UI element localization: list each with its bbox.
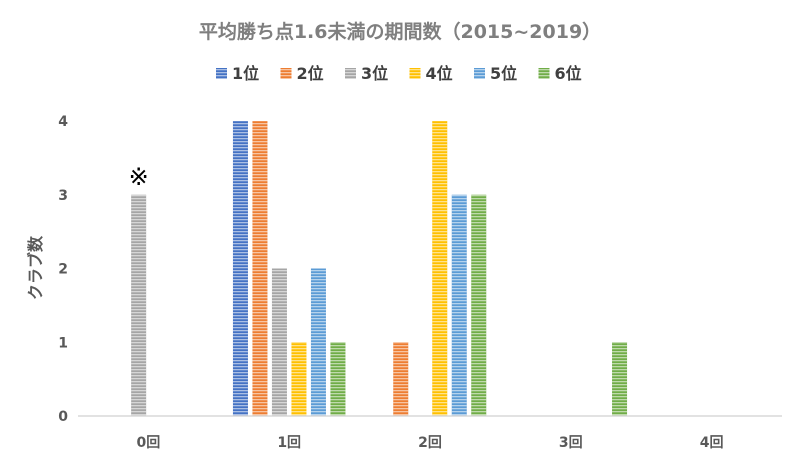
x-tick-label: 4回 [700, 435, 724, 451]
annotations: ※ [129, 163, 149, 191]
y-tick-label: 3 [58, 188, 68, 204]
legend-item: 6位 [538, 64, 582, 83]
legend-item: 1位 [216, 64, 259, 83]
annotation-mark: ※ [129, 163, 149, 191]
legend-item: 2位 [280, 64, 324, 83]
bar [232, 121, 248, 416]
legend-item: 5位 [474, 64, 517, 83]
legend-item: 3位 [345, 64, 388, 83]
y-tick-label: 2 [58, 262, 68, 278]
chart-title: 平均勝ち点1.6未満の期間数（2015~2019） [199, 20, 601, 43]
legend: 1位 2位 3位 4位 5位 6位 [216, 64, 582, 83]
legend-label: 3位 [361, 64, 388, 83]
x-tick-label: 2回 [418, 435, 442, 451]
bar [291, 342, 307, 416]
legend-label: 4位 [426, 64, 453, 83]
bar [330, 342, 346, 416]
bar [471, 194, 487, 416]
bar [612, 342, 628, 416]
bar [310, 268, 326, 416]
legend-label: 1位 [232, 64, 259, 83]
bar [432, 121, 448, 416]
bars [131, 121, 628, 416]
y-tick-label: 1 [58, 335, 68, 351]
y-tick-label: 4 [58, 114, 68, 130]
bar [451, 194, 467, 416]
bar [252, 121, 268, 416]
x-tick-label: 3回 [559, 435, 583, 451]
legend-label: 6位 [555, 64, 582, 83]
x-tick-label: 1回 [277, 435, 301, 451]
bar [393, 342, 409, 416]
y-axis-ticks: 0 1 2 3 4 [58, 114, 68, 425]
x-axis-ticks: 0回 1回 2回 3回 4回 [137, 435, 724, 451]
y-axis-label: クラブ数 [26, 235, 45, 300]
x-tick-label: 0回 [137, 435, 161, 451]
bar [271, 268, 287, 416]
legend-label: 5位 [490, 64, 517, 83]
legend-item: 4位 [409, 64, 453, 83]
y-tick-label: 0 [58, 409, 68, 425]
legend-label: 2位 [297, 64, 324, 83]
bar [131, 194, 147, 416]
